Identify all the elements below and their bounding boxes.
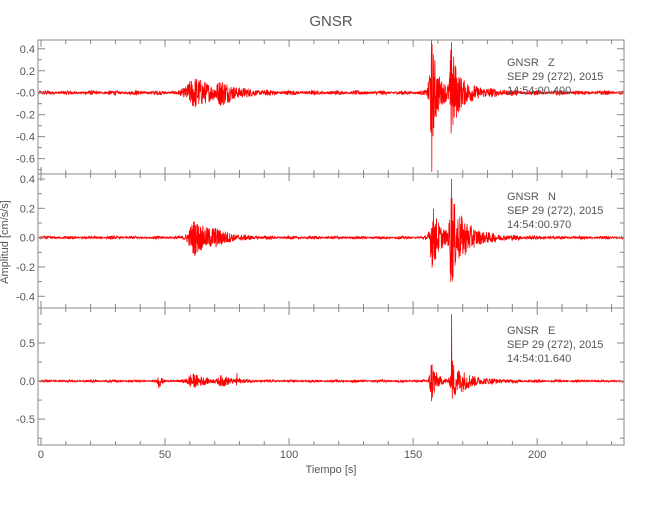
trace-E: [38, 314, 624, 402]
y-tick-label: -0.2: [16, 110, 35, 122]
y-tick-label: -0.6: [16, 154, 35, 166]
y-tick-label: -0.2: [16, 262, 35, 274]
trace-N: [38, 178, 624, 283]
y-tick-label: 0.0: [20, 233, 35, 245]
y-tick-label: 0.2: [20, 66, 35, 78]
station-label-line-2: SEP 29 (272), 2015: [507, 339, 603, 351]
y-tick-label: -0.4: [16, 291, 35, 303]
trace-Z: [38, 40, 624, 172]
y-tick-label: 0.4: [20, 44, 35, 56]
station-label-line-1: GNSR E: [507, 325, 555, 337]
y-tick-label: -0.5: [16, 414, 35, 426]
panel-N: 0.4 0.2 0.0 -0.2 -0.4 GNSR N SEP 29 (272), 201…: [16, 173, 625, 309]
x-tick-label: 100: [280, 449, 298, 461]
station-label-line-2: SEP 29 (272), 2015: [507, 205, 603, 217]
x-axis-label: Tiempo [s]: [306, 464, 357, 476]
y-axis-label: Amplitud [cm/s/s]: [0, 200, 11, 284]
panel-frame: [37, 307, 625, 446]
x-tick-label: 0: [38, 449, 44, 461]
panel-E: 0.5 0.0 -0.5 GNSR E SEP 29 (272), 2015 14:54:…: [16, 307, 625, 446]
station-label-line-3: 14:54:00.400: [507, 85, 571, 97]
chart-title: GNSR: [309, 13, 353, 30]
y-tick-label: 0.0: [20, 376, 35, 388]
y-tick-label: 0.4: [20, 174, 35, 186]
station-label-line-3: 14:54:01.640: [507, 353, 571, 365]
x-tick-label: 150: [404, 449, 422, 461]
station-label-line-3: 14:54:00.970: [507, 219, 571, 231]
x-tick-label: 200: [528, 449, 546, 461]
station-label-line-1: GNSR N: [507, 191, 556, 203]
station-label-line-1: GNSR Z: [507, 57, 555, 69]
y-tick-label: -0.4: [16, 132, 35, 144]
x-tick-label: 50: [159, 449, 171, 461]
station-label-line-2: SEP 29 (272), 2015: [507, 71, 603, 83]
y-tick-label: -0.0: [16, 88, 35, 100]
panel-Z: 0.4 0.2 -0.0 -0.2 -0.4 -0.6 GNSR Z SEP 29 (272)…: [16, 39, 625, 175]
y-tick-label: 0.2: [20, 203, 35, 215]
y-tick-label: 0.5: [20, 338, 35, 350]
